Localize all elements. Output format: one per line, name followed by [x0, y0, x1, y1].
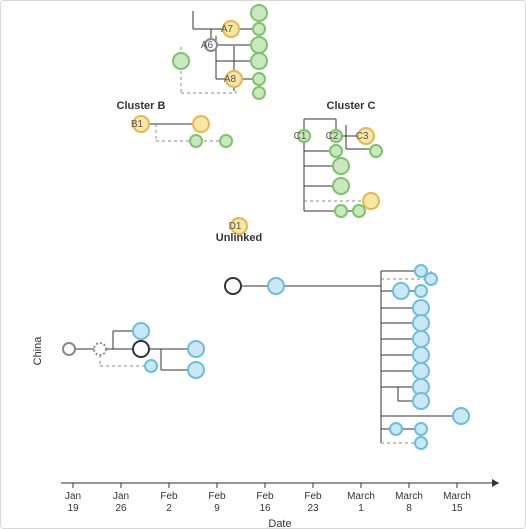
y-axis-label: China — [32, 336, 44, 366]
x-tick-label: Feb — [304, 491, 322, 502]
node-blue — [413, 300, 429, 316]
node-blue — [413, 393, 429, 409]
x-tick-label: 15 — [451, 503, 463, 514]
x-axis-arrow — [492, 479, 499, 487]
x-tick-label: 8 — [406, 503, 412, 514]
x-tick-label: Feb — [160, 491, 178, 502]
x-tick-label: 16 — [259, 503, 271, 514]
node-green — [253, 73, 265, 85]
node-label: A6 — [201, 40, 214, 51]
cluster-tree-diagram: A7 A6 A8 B1 C1 C2 C3 D1 Cluster B Cluster C Unlink… — [1, 1, 526, 529]
node-green — [370, 145, 382, 157]
node-green — [353, 205, 365, 217]
node-label: C2 — [326, 131, 339, 142]
x-tick-label: 2 — [166, 503, 172, 514]
x-tick-label: Feb — [256, 491, 274, 502]
node-green — [251, 37, 267, 53]
node-label: B1 — [131, 119, 144, 130]
node-blue — [413, 315, 429, 331]
node-green — [335, 205, 347, 217]
node-blue — [188, 362, 204, 378]
node-blue — [415, 423, 427, 435]
node-blue — [188, 341, 204, 357]
x-tick-label: March — [443, 491, 471, 502]
node-green — [333, 158, 349, 174]
node-blue — [413, 347, 429, 363]
node-green — [253, 23, 265, 35]
node-blue — [425, 273, 437, 285]
node-label: C3 — [356, 131, 369, 142]
node-green — [251, 53, 267, 69]
node-dash_open — [94, 343, 106, 355]
cluster-label: Cluster C — [327, 100, 376, 112]
node-green — [173, 53, 189, 69]
node-orange — [363, 193, 379, 209]
node-blue — [413, 363, 429, 379]
node-green — [330, 145, 342, 157]
node-green — [251, 5, 267, 21]
node-label: A8 — [224, 74, 237, 85]
node-green — [220, 135, 232, 147]
x-tick-label: 26 — [115, 503, 127, 514]
node-white_open — [133, 341, 149, 357]
node-blue — [415, 285, 427, 297]
node-blue — [145, 360, 157, 372]
node-blue — [413, 331, 429, 347]
x-tick-label: March — [347, 491, 375, 502]
node-label: C1 — [294, 131, 307, 142]
x-tick-label: 19 — [67, 503, 79, 514]
node-green — [190, 135, 202, 147]
x-tick-label: 9 — [214, 503, 220, 514]
node-green — [333, 178, 349, 194]
node-blue — [133, 323, 149, 339]
x-tick-label: 23 — [307, 503, 319, 514]
node-label: D1 — [229, 221, 242, 232]
x-tick-label: March — [395, 491, 423, 502]
x-tick-label: 1 — [358, 503, 364, 514]
node-gray_open — [63, 343, 75, 355]
node-blue — [390, 423, 402, 435]
node-blue — [393, 283, 409, 299]
cluster-label: Unlinked — [216, 232, 262, 244]
x-tick-label: Feb — [208, 491, 226, 502]
node-blue — [453, 408, 469, 424]
node-green — [253, 87, 265, 99]
x-axis-title: Date — [268, 518, 291, 529]
node-label: A7 — [221, 24, 234, 35]
cluster-label: Cluster B — [117, 100, 166, 112]
x-tick-label: Jan — [65, 491, 81, 502]
node-blue — [268, 278, 284, 294]
x-tick-label: Jan — [113, 491, 129, 502]
node-orange — [193, 116, 209, 132]
node-white_open — [225, 278, 241, 294]
node-blue — [415, 437, 427, 449]
